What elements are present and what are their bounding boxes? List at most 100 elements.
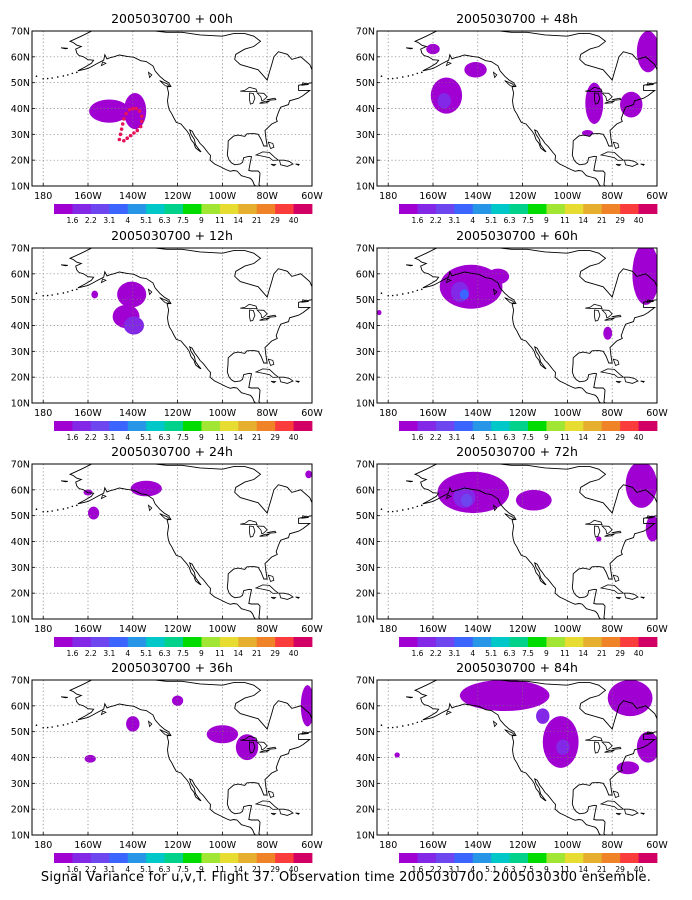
colorbar-swatch	[472, 421, 492, 431]
aleutian-island	[51, 510, 53, 512]
y-tick-label: 30N	[11, 563, 30, 574]
island-outline	[445, 710, 452, 716]
flight-track-point	[128, 133, 133, 138]
island-outline	[295, 596, 300, 599]
colorbar-swatch	[546, 421, 566, 431]
island-outline	[646, 515, 654, 519]
lake-outline	[601, 309, 613, 319]
aleutian-island	[67, 291, 69, 293]
colorbar-label: 6.3	[159, 433, 171, 442]
aleutian-island	[62, 724, 65, 726]
aleutian-island	[46, 726, 49, 729]
flight-track-point	[131, 106, 135, 111]
island-outline	[278, 592, 294, 600]
aleutian-island	[76, 504, 78, 507]
colorbar-label: 29	[615, 865, 625, 874]
island-outline	[406, 264, 413, 267]
colorbar-label: 2.2	[430, 216, 442, 225]
x-tick-label: 140W	[464, 408, 492, 419]
colorbar-swatch	[546, 637, 566, 647]
y-tick-label: 50N	[11, 727, 30, 738]
flight-track-point	[119, 127, 124, 131]
island-outline	[267, 141, 275, 150]
map-panel: 2005030700 + 00h 10N 20N 30N 40N 50N 60N 70N 180…	[11, 11, 324, 225]
aleutian-island	[416, 505, 419, 508]
colorbar-label: 29	[270, 216, 280, 225]
island-outline	[314, 727, 329, 740]
island-outline	[406, 696, 413, 699]
variance-contour	[645, 515, 657, 542]
colorbar-label: 40	[289, 216, 299, 225]
island-outline	[615, 163, 622, 167]
y-tick-label: 10N	[11, 399, 30, 410]
x-tick-label: 120W	[509, 624, 537, 635]
island-outline	[599, 368, 625, 378]
colorbar-label: 5.1	[485, 865, 497, 874]
colorbar-swatch	[256, 421, 276, 431]
colorbar-swatch	[454, 637, 474, 647]
x-tick-label: 160W	[74, 840, 102, 851]
y-tick-label: 10N	[11, 182, 30, 193]
colorbar-label: 21	[597, 649, 607, 658]
colorbar-label: 40	[634, 216, 644, 225]
lake-outline	[594, 525, 601, 538]
coastline	[413, 464, 657, 619]
y-tick-label: 50N	[11, 295, 30, 306]
colorbar-label: 2.2	[430, 649, 442, 658]
island-outline	[270, 163, 277, 167]
island-outline	[599, 800, 625, 810]
panel-title: 2005030700 + 72h	[456, 444, 578, 459]
colorbar-label: 5.1	[485, 216, 497, 225]
colorbar-label: 2.2	[430, 433, 442, 442]
island-outline	[147, 720, 153, 728]
x-tick-label: 60W	[646, 408, 668, 419]
x-tick-label: 180	[34, 191, 52, 202]
colorbar-label: 9	[544, 865, 549, 874]
island-outline	[612, 790, 620, 799]
x-tick-label: 140W	[464, 191, 492, 202]
colorbar-label: 7.5	[522, 865, 534, 874]
variance-contour	[536, 708, 550, 724]
aleutian-island	[401, 725, 404, 727]
island-outline	[61, 696, 68, 699]
colorbar-swatch	[275, 637, 294, 647]
lake-outline	[256, 92, 268, 102]
y-tick-label: 40N	[356, 537, 375, 548]
colorbar-label: 5.1	[140, 216, 152, 225]
colorbar-label: 14	[579, 649, 589, 658]
x-tick-label: 160W	[419, 408, 447, 419]
colorbar-label: 3.1	[103, 216, 115, 225]
island-outline	[406, 480, 413, 483]
colorbar-swatch	[256, 853, 276, 863]
aleutian-island	[396, 510, 398, 512]
x-tick-label: 180	[34, 624, 52, 635]
coastline	[68, 248, 312, 403]
flight-track-point	[118, 132, 123, 137]
variance-contour	[377, 310, 382, 316]
x-tick-label: 60W	[646, 191, 668, 202]
colorbar-swatch	[399, 853, 418, 863]
x-tick-label: 60W	[301, 408, 323, 419]
aleutian-island	[56, 76, 59, 78]
x-tick-label: 180	[34, 408, 52, 419]
variance-contour	[632, 248, 657, 305]
colorbar-label: 9	[544, 649, 549, 658]
island-outline	[270, 812, 277, 816]
colorbar-label: 4	[125, 649, 130, 658]
lake-outline	[256, 741, 268, 751]
colorbar-swatch	[583, 637, 603, 647]
colorbar-label: 11	[215, 216, 225, 225]
island-outline	[301, 82, 309, 86]
y-tick-label: 60N	[11, 485, 30, 496]
aleutian-island	[412, 74, 414, 76]
island-outline	[147, 288, 153, 296]
island-outline	[504, 297, 516, 305]
colorbar-label: 40	[634, 865, 644, 874]
y-tick-label: 10N	[356, 399, 375, 410]
colorbar-label: 9	[199, 649, 204, 658]
map-panel: 2005030700 + 60h 10N 20N 30N 40N 50N 60N 70N 180…	[356, 228, 669, 442]
x-tick-label: 160W	[419, 191, 447, 202]
flight-track-point	[120, 122, 125, 126]
island-outline	[100, 710, 107, 716]
colorbar-label: 4	[470, 433, 475, 442]
